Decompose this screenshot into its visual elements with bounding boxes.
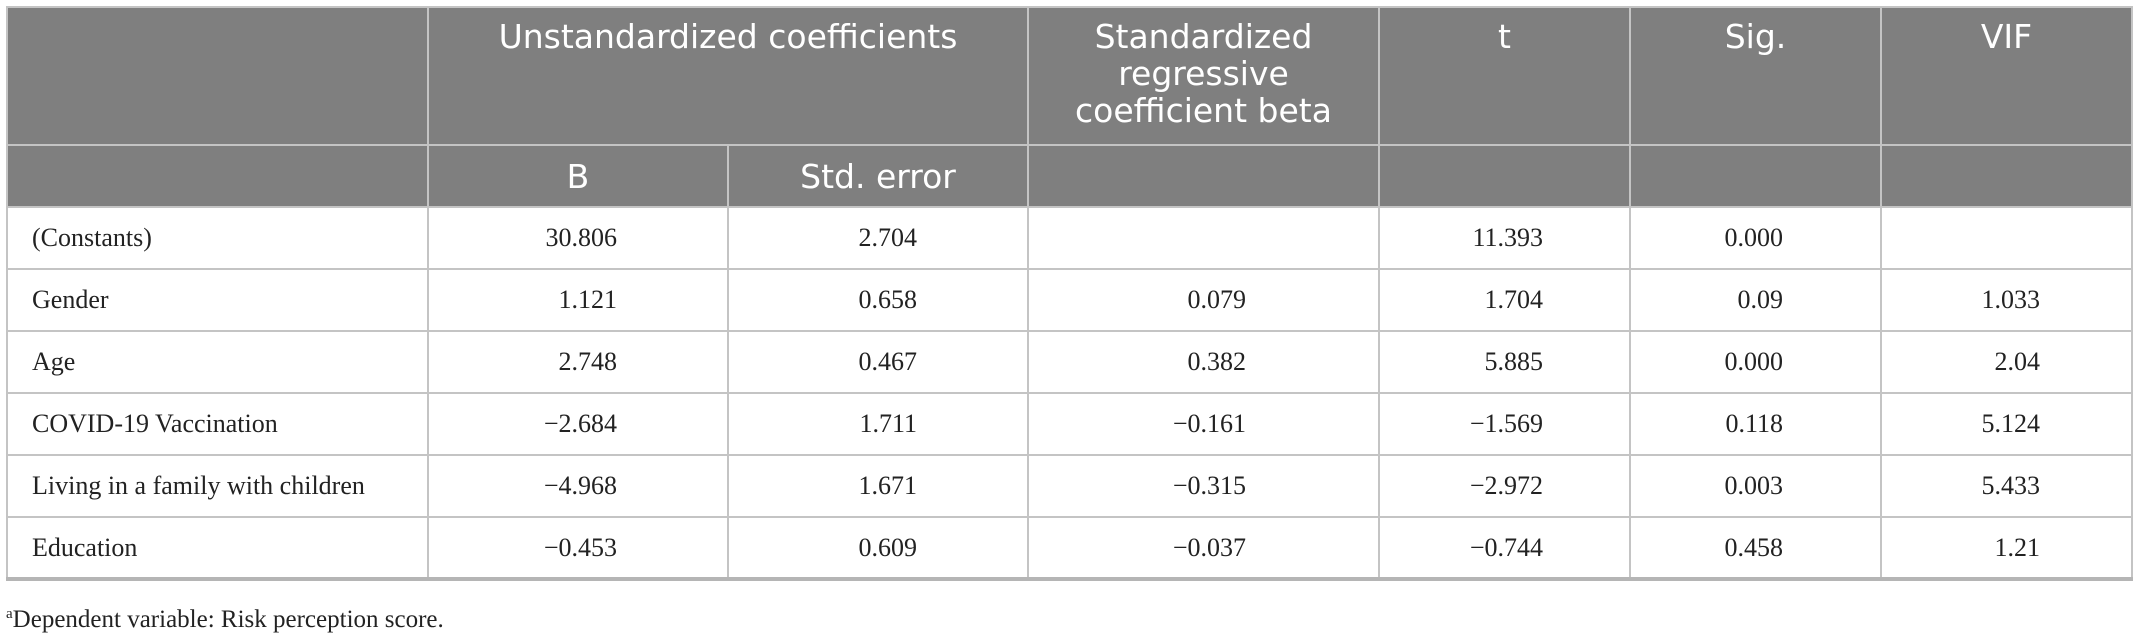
table-row: Living in a family with children −4.968 … [6, 454, 2133, 518]
cell-beta: 0.382 [1027, 330, 1380, 394]
row-label: Living in a family with children [6, 454, 429, 518]
cell-beta: 0.079 [1027, 268, 1380, 332]
table-footnote: aDependent variable: Risk perception sco… [6, 606, 444, 634]
table-row: COVID-19 Vaccination −2.684 1.711 −0.161… [6, 392, 2133, 456]
row-label: Age [6, 330, 429, 394]
cell-std-error: 0.467 [727, 330, 1029, 394]
table-row: Gender 1.121 0.658 0.079 1.704 0.09 1.03… [6, 268, 2133, 332]
cell-sig: 0.118 [1629, 392, 1882, 456]
header-row-2: B Std. error [6, 144, 2133, 208]
cell-b: −4.968 [427, 454, 729, 518]
cell-sig: 0.09 [1629, 268, 1882, 332]
header-sig: Sig. [1629, 6, 1882, 146]
cell-beta: −0.161 [1027, 392, 1380, 456]
table-header: Unstandardized coefficients Standardized… [6, 6, 2133, 208]
table-row: Age 2.748 0.467 0.382 5.885 0.000 2.04 [6, 330, 2133, 394]
cell-t: −2.972 [1378, 454, 1631, 518]
cell-beta [1027, 206, 1380, 270]
row-label: Gender [6, 268, 429, 332]
header-empty-cell [1880, 144, 2133, 208]
cell-std-error: 0.658 [727, 268, 1029, 332]
cell-std-error: 1.671 [727, 454, 1029, 518]
header-unstandardized-coefficients: Unstandardized coefficients [427, 6, 1029, 146]
cell-std-error: 1.711 [727, 392, 1029, 456]
cell-b: −2.684 [427, 392, 729, 456]
cell-b: −0.453 [427, 516, 729, 581]
cell-sig: 0.000 [1629, 206, 1882, 270]
cell-b: 30.806 [427, 206, 729, 270]
cell-b: 2.748 [427, 330, 729, 394]
header-empty-cell [1027, 144, 1380, 208]
cell-std-error: 0.609 [727, 516, 1029, 581]
cell-vif: 1.21 [1880, 516, 2133, 581]
cell-t: −0.744 [1378, 516, 1631, 581]
cell-t: 1.704 [1378, 268, 1631, 332]
header-vif: VIF [1880, 6, 2133, 146]
cell-vif: 1.033 [1880, 268, 2133, 332]
header-standardized-beta: Standardized regressive coefficient beta [1027, 6, 1380, 146]
row-label: (Constants) [6, 206, 429, 270]
cell-sig: 0.003 [1629, 454, 1882, 518]
cell-std-error: 2.704 [727, 206, 1029, 270]
footnote-marker: a [6, 606, 13, 622]
cell-vif [1880, 206, 2133, 270]
cell-vif: 5.433 [1880, 454, 2133, 518]
header-empty-cell [1378, 144, 1631, 208]
header-t: t [1378, 6, 1631, 146]
cell-t: 11.393 [1378, 206, 1631, 270]
header-b: B [427, 144, 729, 208]
footnote-text: Dependent variable: Risk perception scor… [12, 606, 444, 633]
header-empty-cell [6, 6, 429, 146]
regression-table: Unstandardized coefficients Standardized… [6, 6, 2133, 581]
cell-vif: 2.04 [1880, 330, 2133, 394]
row-label: Education [6, 516, 429, 581]
header-std-error: Std. error [727, 144, 1029, 208]
header-empty-cell [6, 144, 429, 208]
header-empty-cell [1629, 144, 1882, 208]
table-row: (Constants) 30.806 2.704 11.393 0.000 [6, 206, 2133, 270]
table-row: Education −0.453 0.609 −0.037 −0.744 0.4… [6, 516, 2133, 581]
cell-t: 5.885 [1378, 330, 1631, 394]
row-label: COVID-19 Vaccination [6, 392, 429, 456]
cell-sig: 0.000 [1629, 330, 1882, 394]
cell-t: −1.569 [1378, 392, 1631, 456]
cell-beta: −0.037 [1027, 516, 1380, 581]
cell-vif: 5.124 [1880, 392, 2133, 456]
header-row-1: Unstandardized coefficients Standardized… [6, 6, 2133, 146]
cell-sig: 0.458 [1629, 516, 1882, 581]
cell-b: 1.121 [427, 268, 729, 332]
cell-beta: −0.315 [1027, 454, 1380, 518]
table-body: (Constants) 30.806 2.704 11.393 0.000 Ge… [6, 206, 2133, 581]
